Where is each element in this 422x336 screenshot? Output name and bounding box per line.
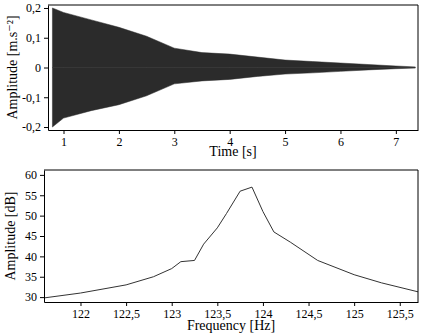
tick-label: 0	[35, 61, 41, 75]
tick: 45	[25, 229, 44, 243]
tick-mark	[309, 302, 310, 306]
tick: 1	[61, 130, 67, 149]
tick: 30	[25, 290, 44, 304]
tick: 122,5	[113, 302, 140, 321]
tick-mark	[119, 130, 120, 134]
tick: 125,5	[387, 302, 414, 321]
frame	[418, 170, 419, 302]
tick: 5	[283, 130, 289, 149]
tick-mark	[44, 38, 48, 39]
tick-label: 40	[25, 250, 37, 264]
tick: 3	[172, 130, 178, 149]
tick-label: 122	[72, 307, 90, 321]
tick-mark	[44, 97, 48, 98]
tick-label: 125,5	[387, 307, 414, 321]
tick-mark	[396, 130, 397, 134]
tick-mark	[44, 127, 48, 128]
plot-area	[52, 8, 415, 127]
y-axis-title: Amplitude [dB]	[3, 191, 18, 280]
frame	[44, 170, 418, 171]
tick-mark	[40, 256, 44, 257]
tick: 50	[25, 209, 44, 223]
tick-mark	[40, 216, 44, 217]
tick: -0,1	[22, 91, 48, 105]
y-axis: 30 35 40 45 50 55 60	[25, 168, 45, 304]
tick-mark	[40, 175, 44, 176]
tick-label: 124,5	[296, 307, 323, 321]
tick-mark	[174, 130, 175, 134]
tick-mark	[64, 130, 65, 134]
tick-label: 125	[346, 307, 364, 321]
tick-mark	[354, 302, 355, 306]
x-axis-title: Frequency [Hz]	[187, 318, 275, 333]
axis-line	[48, 6, 49, 131]
tick: -0,2	[22, 120, 48, 134]
tick-mark	[217, 302, 218, 306]
tick: 124,5	[296, 302, 323, 321]
tick-mark	[263, 302, 264, 306]
tick-mark	[230, 130, 231, 134]
frame	[48, 5, 418, 6]
spectrum-line	[44, 187, 418, 298]
tick-mark	[172, 302, 173, 306]
frame	[418, 5, 419, 130]
tick-mark	[126, 302, 127, 306]
tick: 7	[393, 130, 399, 149]
tick-label: 55	[25, 189, 37, 203]
tick-label: 1	[61, 135, 67, 149]
axis-line	[49, 130, 419, 131]
tick-label: 3	[172, 135, 178, 149]
tick-mark	[285, 130, 286, 134]
figure: 1234567-0,2-0,100,10,2Time [s]Amplitude …	[0, 0, 422, 336]
tick-label: -0,1	[22, 91, 41, 105]
tick-label: 60	[25, 168, 37, 182]
panel: 122122,5123123,5124124,5125125,530354045…	[25, 168, 419, 320]
tick-label: 45	[25, 229, 37, 243]
tick: 55	[25, 189, 44, 203]
tick-label: 2	[116, 135, 122, 149]
tick: 35	[25, 270, 44, 284]
tick-label: 50	[25, 209, 37, 223]
tick-label: 122,5	[113, 307, 140, 321]
y-axis: -0,2 -0,1 0 0,1 0,2	[22, 1, 49, 134]
tick-mark	[40, 195, 44, 196]
tick: 0	[35, 61, 48, 75]
plot-area	[44, 187, 418, 298]
tick-mark	[40, 297, 44, 298]
tick-mark	[44, 8, 48, 9]
tick-label: 123	[163, 307, 181, 321]
signal-envelope	[52, 8, 415, 68]
signal-envelope	[52, 68, 415, 128]
tick: 40	[25, 250, 44, 264]
tick-label: 5	[283, 135, 289, 149]
tick: 60	[25, 168, 44, 182]
tick-mark	[40, 277, 44, 278]
tick-mark	[340, 130, 341, 134]
tick-label: 0,1	[26, 31, 41, 45]
x-axis-title: Time [s]	[209, 144, 256, 159]
tick: 0,2	[26, 1, 48, 15]
tick-label: 30	[25, 290, 37, 304]
tick-mark	[44, 68, 48, 69]
tick-mark	[80, 302, 81, 306]
axis-line	[44, 171, 45, 303]
tick-label: 6	[338, 135, 344, 149]
panel: 1234567-0,2-0,100,10,2	[22, 1, 419, 148]
axis-line	[45, 302, 419, 303]
tick: 6	[338, 130, 344, 149]
tick-label: 7	[393, 135, 399, 149]
tick: 122	[72, 302, 90, 321]
tick: 123	[163, 302, 181, 321]
tick-label: 35	[25, 270, 37, 284]
tick-mark	[40, 236, 44, 237]
tick-mark	[400, 302, 401, 306]
tick: 2	[116, 130, 122, 149]
tick: 0,1	[26, 31, 48, 45]
tick: 125	[346, 302, 364, 321]
tick-label: -0,2	[22, 120, 41, 134]
y-axis-title: Amplitude [m.s⁻²]	[5, 15, 20, 119]
tick-label: 0,2	[26, 1, 41, 15]
